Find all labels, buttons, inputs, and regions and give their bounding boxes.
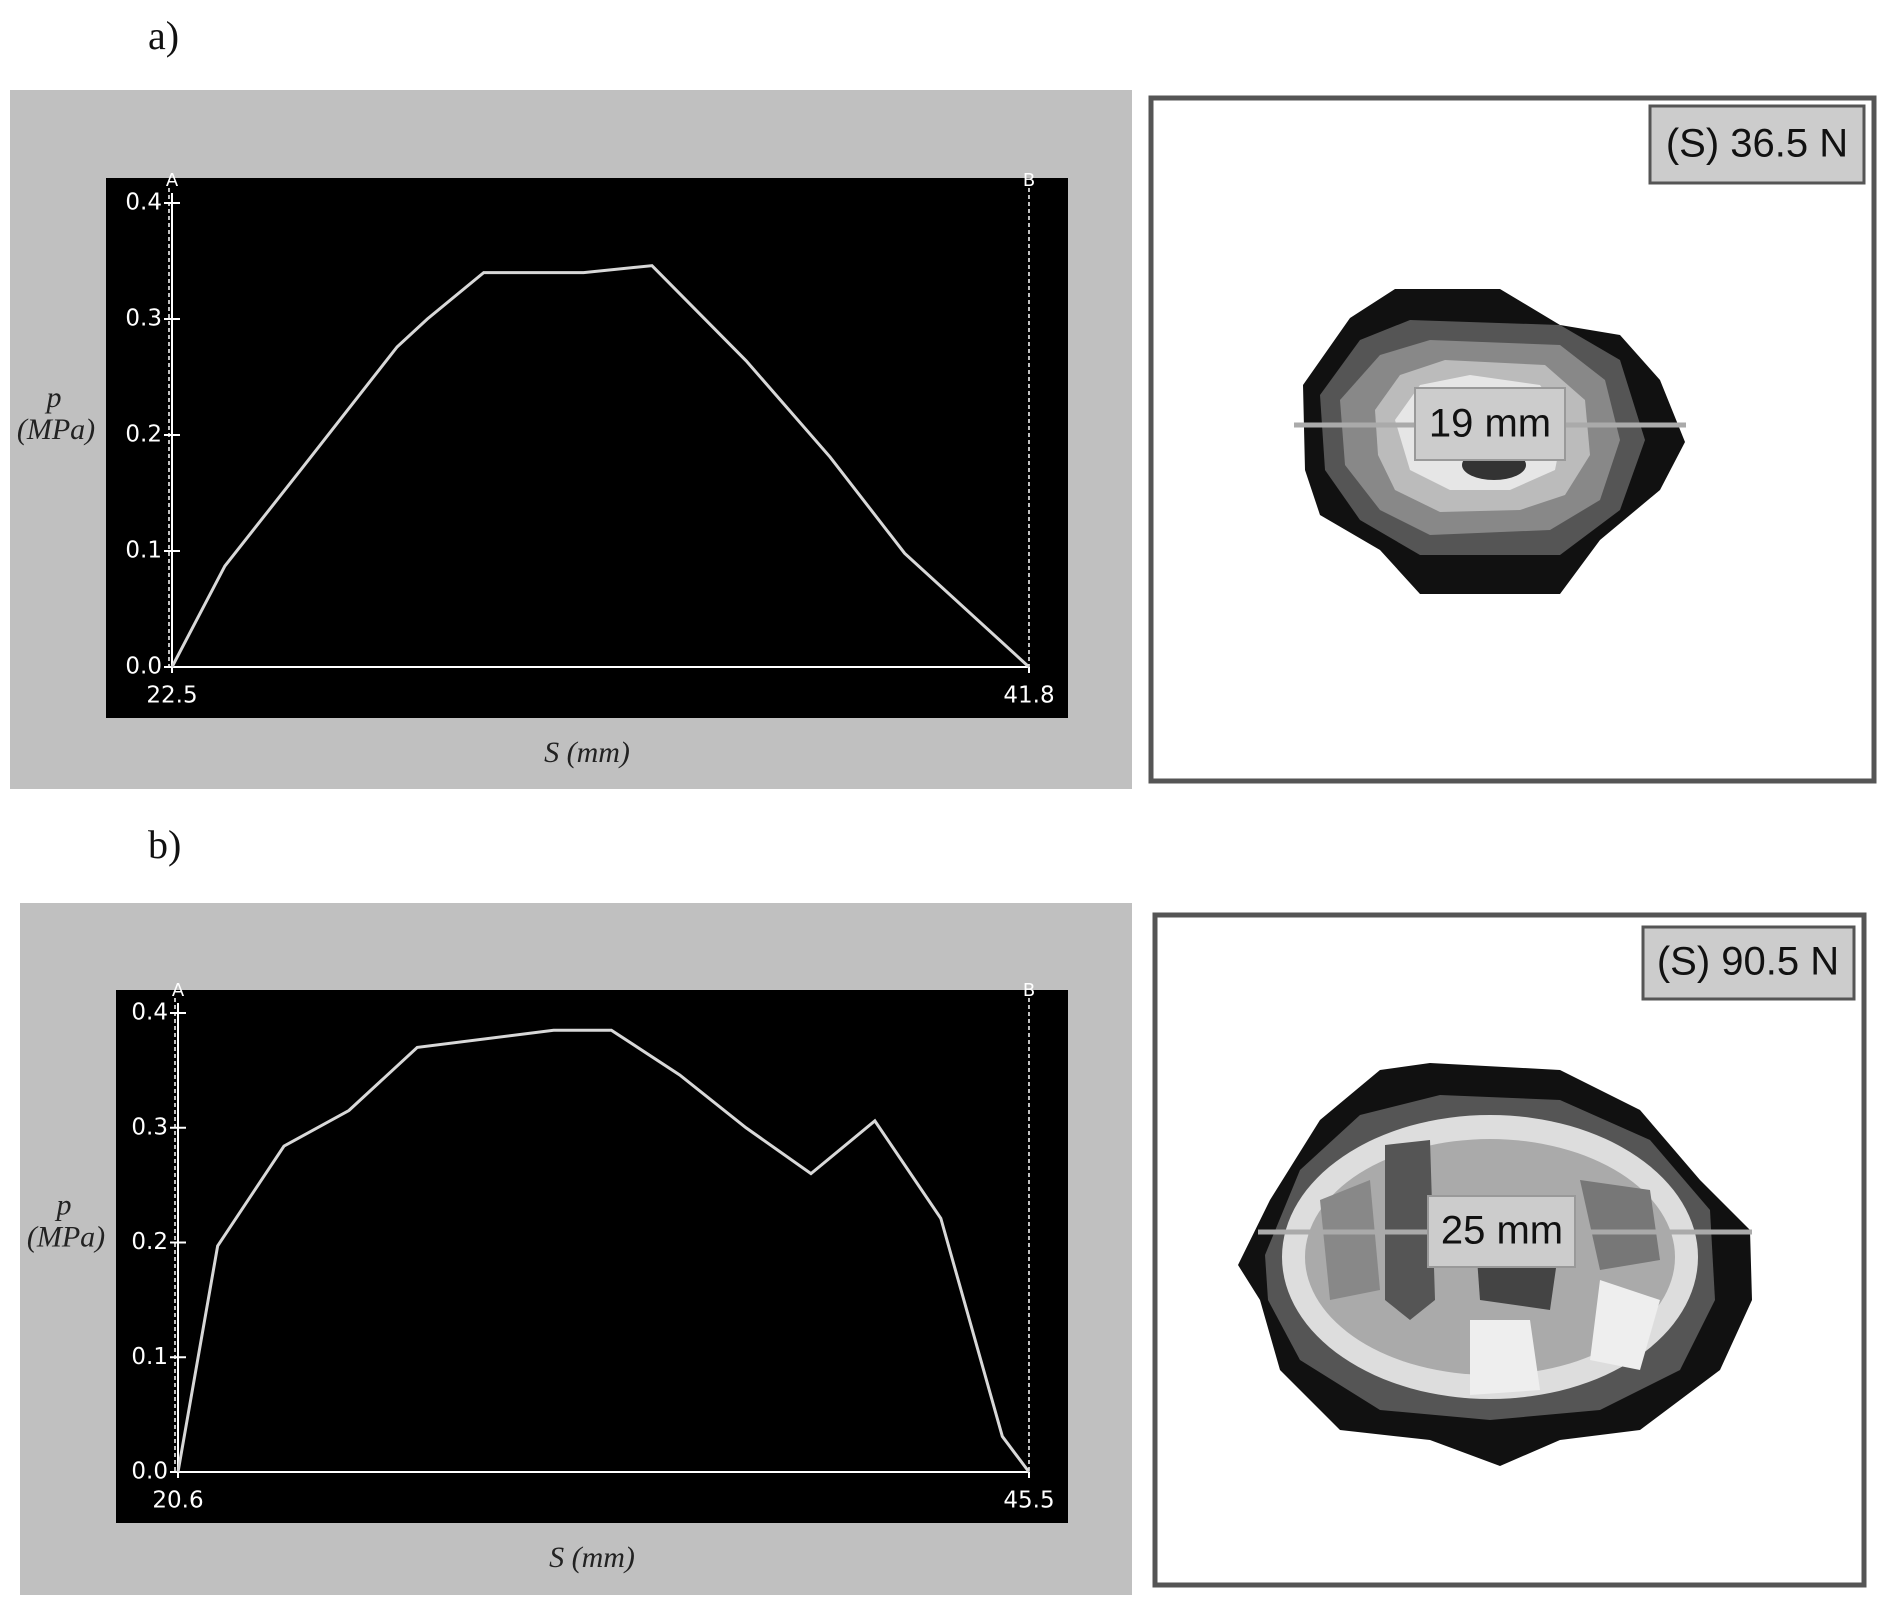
x-tick-label: 22.5 (146, 683, 197, 709)
y-tick-label: 0.3 (125, 306, 162, 332)
panel-label: b) (148, 822, 181, 867)
y-tick-label: 0.2 (125, 422, 162, 448)
blob (1580, 1180, 1660, 1270)
data-line (176, 1028, 1031, 1473)
plot-bg (116, 990, 1068, 1523)
x-tick-label: 20.6 (152, 1488, 203, 1514)
x-axis-label: S (mm) (549, 1541, 635, 1574)
y-axis-label: (MPa) (27, 1220, 105, 1253)
y-tick-label: 0.4 (125, 190, 162, 216)
y-tick-label: 0.1 (131, 1344, 168, 1370)
x-tick-label: 41.8 (1003, 683, 1054, 709)
width-box (1414, 387, 1566, 461)
x-axis-label: S (mm) (544, 736, 630, 769)
y-tick-label: 0.4 (131, 1000, 168, 1026)
pressure-map: 19 mm (S) 36.5 N (1148, 95, 1877, 784)
x-tick-label: 45.5 (1003, 1488, 1054, 1514)
marker-label: B (1023, 170, 1035, 191)
force-label: (S) 90.5 N (1657, 940, 1839, 984)
force-box (1648, 104, 1866, 185)
blob (1470, 1320, 1540, 1395)
force-box (1641, 925, 1856, 1001)
y-tick-label: 0.3 (131, 1114, 168, 1140)
y-tick-label: 0.0 (125, 654, 162, 680)
marker-label: A (166, 170, 179, 191)
marker-label: B (1023, 980, 1035, 1001)
y-tick-label: 0.2 (131, 1229, 168, 1255)
y-axis-label: p (45, 381, 62, 414)
y-axis-label: p (55, 1188, 72, 1221)
y-tick-label: 0.0 (131, 1459, 168, 1485)
blob (1320, 1180, 1380, 1300)
blob (1590, 1280, 1660, 1370)
marker-label: A (172, 980, 185, 1001)
pressure-map: 25 mm (S) 90.5 N (1152, 912, 1867, 1588)
y-axis-label: (MPa) (17, 413, 95, 446)
panel-label: a) (148, 13, 179, 58)
plot-bg (106, 178, 1068, 718)
width-label: 25 mm (1441, 1209, 1563, 1253)
force-label: (S) 36.5 N (1666, 122, 1848, 166)
y-tick-label: 0.1 (125, 538, 162, 564)
width-box (1427, 1195, 1576, 1268)
data-line (170, 264, 1031, 669)
width-label: 19 mm (1429, 402, 1551, 446)
